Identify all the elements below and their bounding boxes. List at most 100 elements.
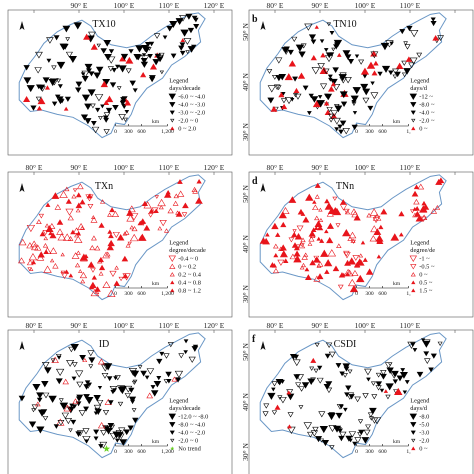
- station-marker: [379, 388, 385, 393]
- station-marker: [192, 188, 199, 194]
- station-marker: [310, 39, 317, 45]
- station-marker: [26, 259, 34, 266]
- station-marker: [271, 410, 278, 416]
- station-marker: [124, 109, 130, 114]
- station-marker: [302, 85, 309, 91]
- legend-symbol: [170, 280, 175, 285]
- station-marker: [44, 367, 52, 374]
- lon-label: 120° E: [204, 321, 225, 330]
- station-marker: [84, 380, 91, 386]
- station-marker: [335, 363, 342, 369]
- station-marker: [51, 101, 58, 107]
- station-marker: [343, 208, 350, 215]
- lat-label: 50° N: [241, 343, 250, 361]
- station-marker: [45, 202, 51, 207]
- station-marker: [177, 179, 183, 184]
- legend-heading: Legend: [169, 78, 189, 85]
- station-marker: [64, 96, 71, 102]
- station-marker: [366, 377, 371, 382]
- station-marker: [314, 182, 321, 188]
- lon-label: 80° E: [26, 163, 43, 172]
- station-marker: [347, 278, 357, 287]
- lon-label: 100° E: [114, 321, 135, 330]
- station-marker: [342, 228, 351, 237]
- legend-symbol: [409, 93, 418, 100]
- station-marker: [340, 101, 348, 107]
- legend-label: 0.2 ~ 0.4: [178, 272, 201, 279]
- station-marker: [347, 257, 356, 265]
- scalebar-label: 300: [365, 449, 374, 455]
- station-marker: [323, 48, 329, 52]
- station-marker: [116, 234, 125, 241]
- station-marker: [421, 200, 427, 206]
- station-marker: [313, 226, 319, 230]
- station-marker: [422, 340, 431, 348]
- station-marker: [399, 371, 408, 379]
- station-marker: [339, 204, 348, 211]
- legend-symbol: [410, 422, 417, 428]
- station-marker: [284, 97, 294, 105]
- station-marker: [308, 93, 314, 99]
- station-marker: [30, 259, 37, 265]
- lon-label: 110° E: [159, 1, 180, 10]
- station-marker: [294, 232, 303, 240]
- station-marker: [83, 384, 90, 390]
- legend-label: -2.0 ~: [419, 118, 435, 125]
- station-marker: [91, 235, 97, 241]
- station-marker: [324, 198, 330, 204]
- station-marker: [116, 432, 124, 439]
- station-marker: [317, 365, 323, 371]
- station-marker: [114, 265, 119, 270]
- station-marker: [332, 83, 341, 91]
- station-marker: [374, 215, 381, 222]
- station-marker: [76, 183, 84, 190]
- station-marker: [356, 274, 365, 283]
- station-marker: [49, 247, 58, 254]
- scalebar-unit: km: [152, 439, 160, 445]
- station-marker: [128, 49, 134, 54]
- station-marker: [88, 31, 96, 39]
- station-marker: [354, 54, 360, 59]
- panel-a: 90° E 100° E 110° E 120° E TX10 Legenddays/de…: [7, 1, 233, 156]
- station-marker: [107, 66, 114, 72]
- station-marker: [311, 67, 320, 75]
- legend-symbol: [170, 446, 175, 451]
- station-marker: [404, 380, 410, 385]
- station-marker: [351, 124, 358, 131]
- station-marker: [39, 231, 46, 237]
- legend-unit: degree/decade: [169, 247, 206, 254]
- station-marker: [339, 120, 347, 127]
- station-marker: [102, 425, 109, 431]
- station-marker: [323, 259, 333, 267]
- station-marker: [43, 236, 49, 241]
- station-marker: [362, 97, 370, 104]
- station-marker: [46, 37, 54, 44]
- station-marker: [333, 44, 340, 50]
- station-marker: [23, 77, 32, 85]
- station-marker: [437, 341, 443, 346]
- station-marker: [75, 431, 82, 437]
- station-marker: [367, 412, 374, 418]
- panel-title: TN10: [333, 19, 356, 30]
- station-marker: [165, 371, 172, 378]
- station-marker: [35, 51, 43, 59]
- map-frame: [248, 329, 474, 474]
- legend-label: 0 ~ 2.0: [178, 126, 196, 133]
- station-marker: [381, 65, 391, 73]
- station-marker: [329, 445, 335, 450]
- station-marker: [163, 191, 172, 198]
- legend-symbol: [411, 280, 416, 285]
- station-marker: [337, 124, 343, 130]
- station-marker: [97, 385, 103, 390]
- lat-label: 30° N: [241, 443, 250, 461]
- station-marker: [127, 425, 134, 431]
- legend-symbol: [168, 255, 177, 262]
- station-marker: [52, 263, 59, 269]
- station-marker: [159, 219, 167, 227]
- station-marker: [338, 129, 344, 135]
- station-marker: [90, 103, 96, 109]
- legend-label: 0.8 ~ 1.2: [178, 288, 201, 295]
- station-marker: [78, 269, 83, 273]
- station-marker: [29, 267, 34, 271]
- station-marker: [277, 395, 283, 400]
